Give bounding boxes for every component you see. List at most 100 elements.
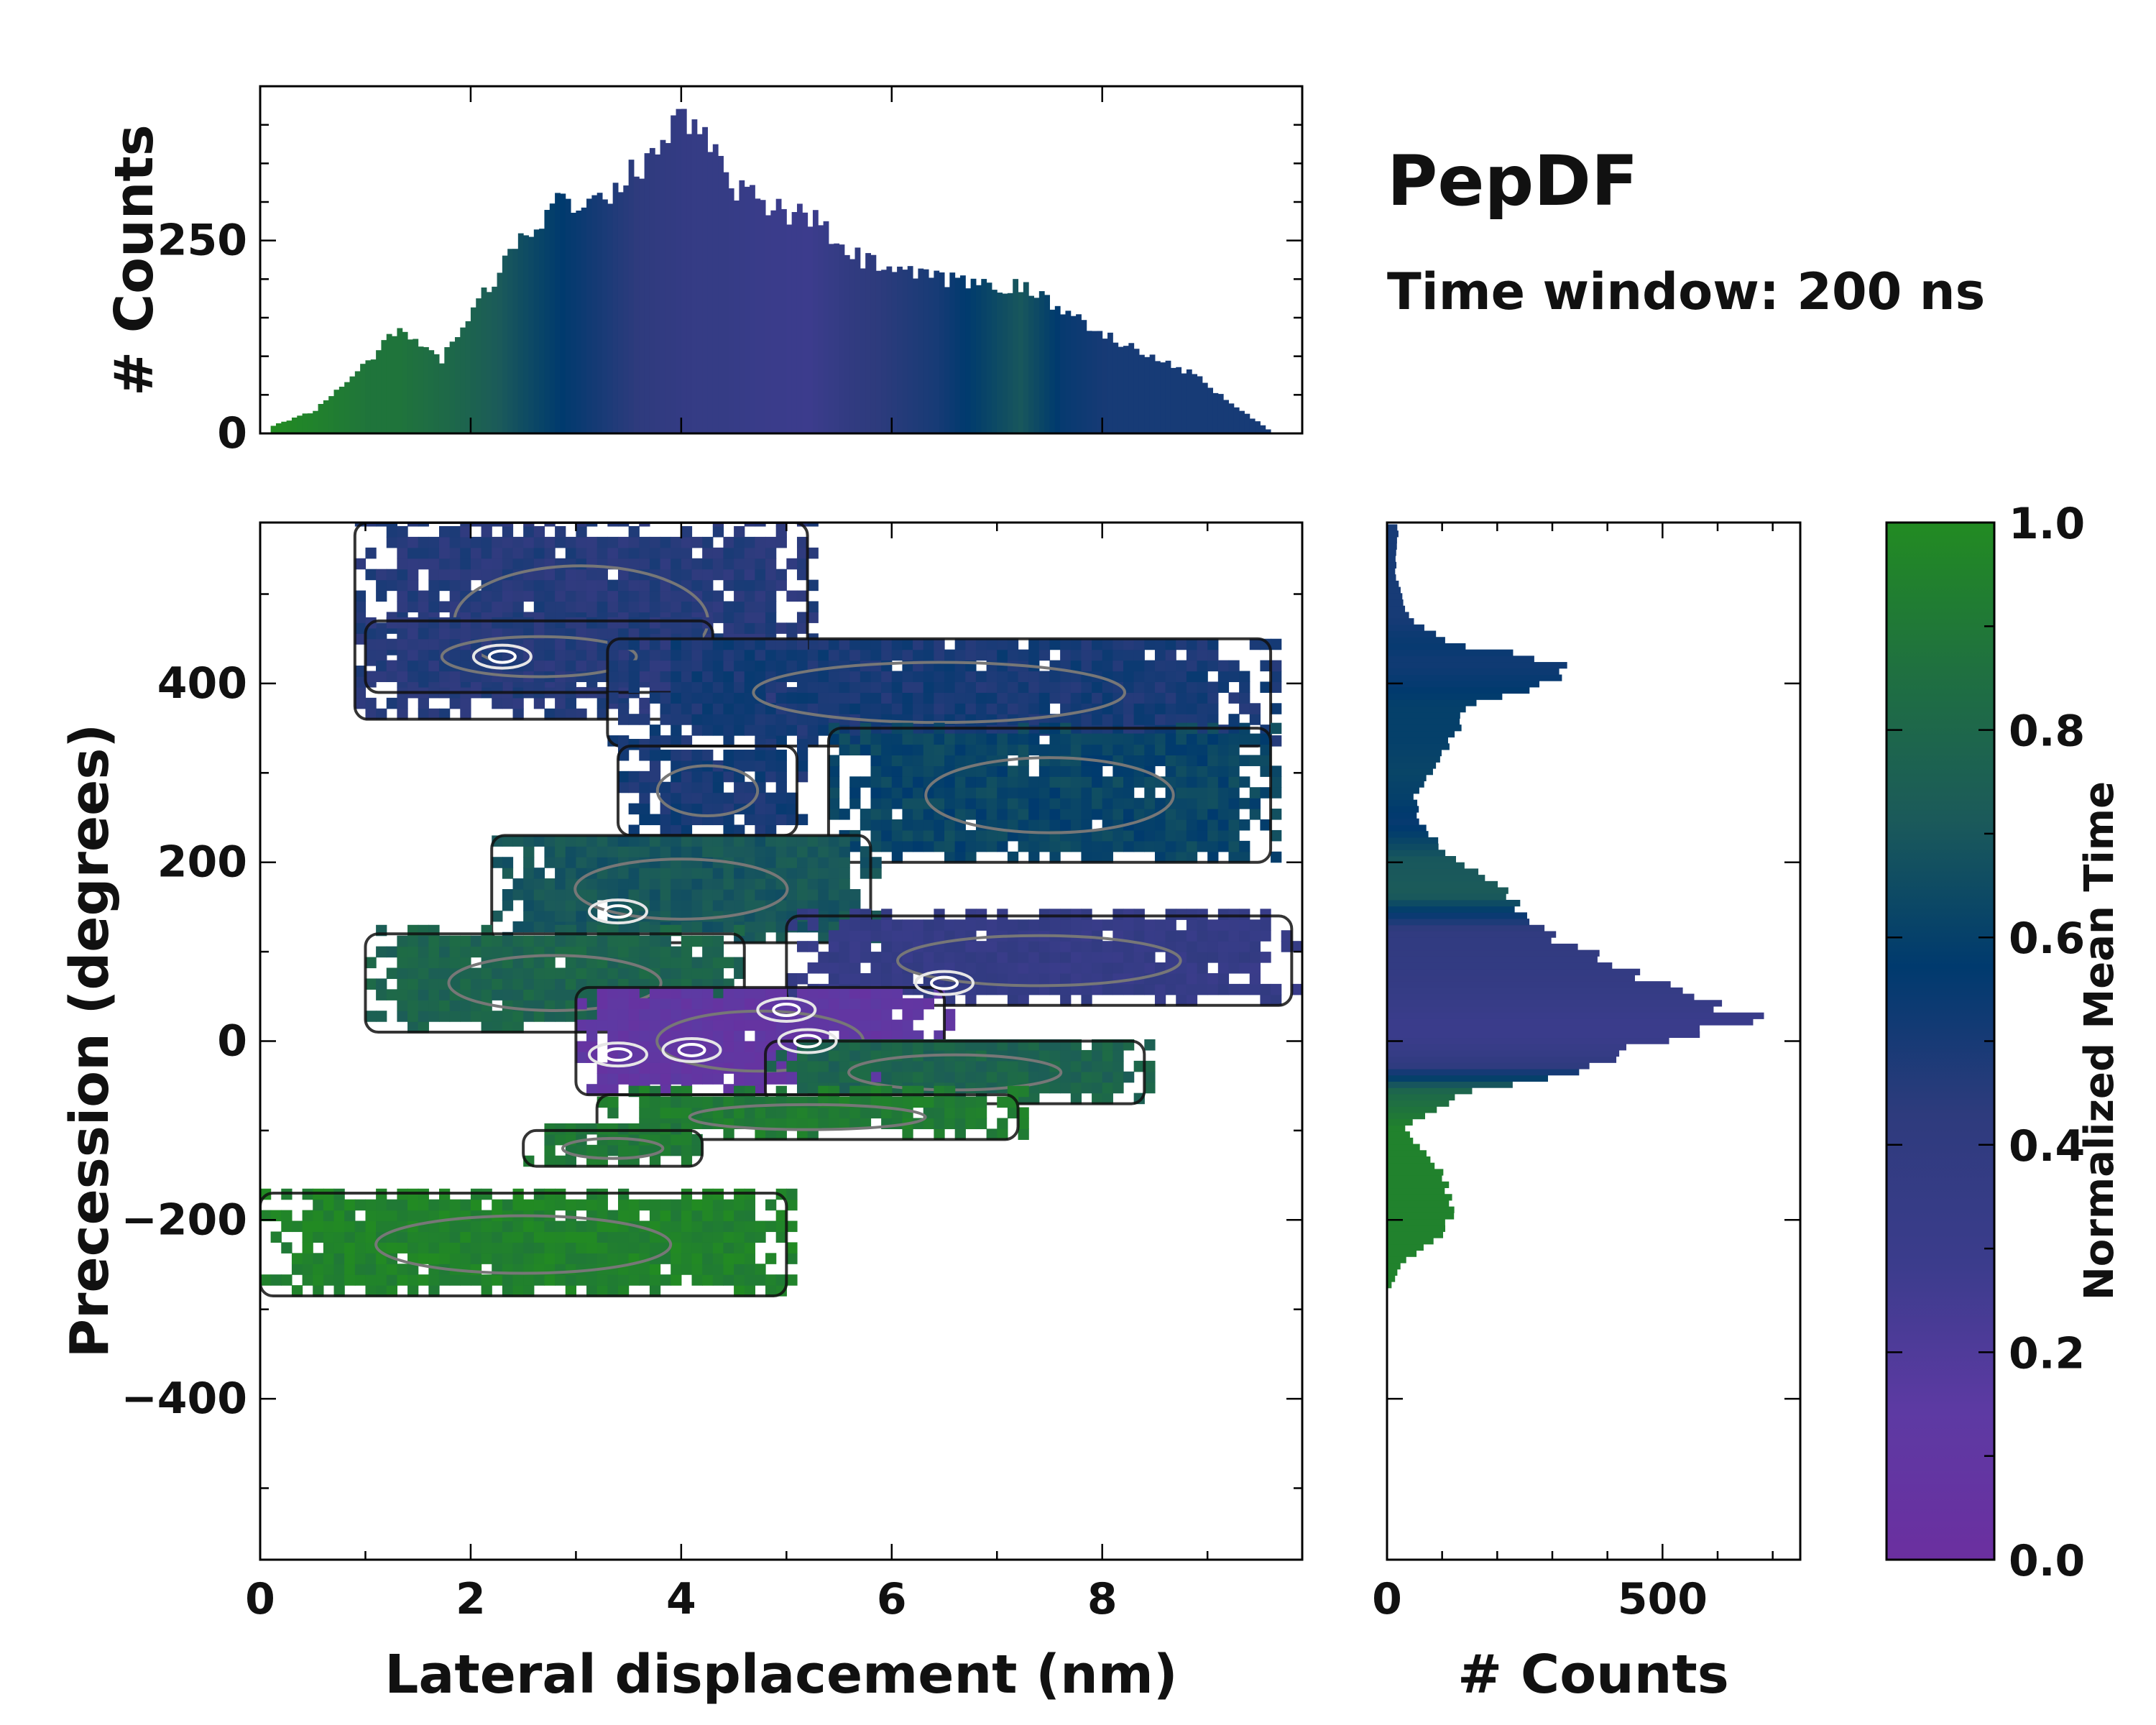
hist-cell bbox=[1207, 930, 1219, 942]
hist-cell bbox=[723, 1220, 734, 1233]
colorbar-tick-label: 0.8 bbox=[2009, 707, 2085, 757]
top-y-tick-label: 0 bbox=[217, 408, 247, 459]
hist-cell bbox=[786, 1052, 798, 1063]
hist-cell bbox=[354, 1242, 367, 1254]
hist-cell bbox=[975, 681, 987, 693]
hist-cell bbox=[1007, 776, 1019, 788]
hist-cell bbox=[1133, 798, 1145, 809]
hist-cell bbox=[386, 536, 398, 548]
hist-cell bbox=[376, 978, 387, 990]
hist-cell bbox=[354, 1220, 367, 1233]
hist-cell bbox=[671, 946, 682, 958]
hist-cell bbox=[1165, 809, 1176, 820]
hist-cell bbox=[775, 910, 787, 922]
hist-cell bbox=[681, 781, 693, 794]
hist-cell bbox=[1018, 671, 1029, 683]
hist-cell bbox=[744, 932, 755, 944]
hist-cell bbox=[565, 910, 576, 922]
hist-cell bbox=[428, 660, 440, 672]
hist-cell bbox=[1070, 809, 1082, 820]
hist-cell bbox=[671, 714, 682, 725]
hist-cell bbox=[576, 921, 587, 933]
hist-cell bbox=[1186, 660, 1198, 672]
hist-cell bbox=[691, 749, 703, 761]
hist-cell bbox=[755, 1264, 766, 1275]
hist-cell bbox=[460, 671, 471, 683]
hist-cell bbox=[691, 601, 703, 612]
hist-cell bbox=[1144, 840, 1156, 852]
hist-cell bbox=[1070, 819, 1082, 831]
hist-cell bbox=[702, 1253, 714, 1264]
hist-cell bbox=[954, 809, 966, 820]
top-hist-bar bbox=[1128, 343, 1135, 433]
hist-cell bbox=[1239, 798, 1250, 809]
top-histogram-bars bbox=[270, 109, 1271, 433]
hist-cell bbox=[533, 1242, 545, 1254]
hist-cell bbox=[1186, 962, 1198, 974]
hist-cell bbox=[860, 857, 872, 868]
hist-cell bbox=[617, 1285, 630, 1297]
hist-cell bbox=[734, 622, 745, 634]
hist-cell bbox=[492, 617, 503, 629]
hist-cell bbox=[723, 1008, 734, 1021]
hist-cell bbox=[523, 1199, 535, 1211]
hist-cell bbox=[1112, 776, 1124, 788]
hist-cell bbox=[913, 776, 924, 788]
hist-cell bbox=[660, 649, 671, 661]
hist-cell bbox=[902, 972, 913, 985]
hist-cell bbox=[1102, 1092, 1113, 1105]
top-hist-bar bbox=[649, 147, 655, 433]
hist-cell bbox=[755, 1019, 766, 1031]
side-hist-bar bbox=[1387, 536, 1397, 544]
hist-cell bbox=[1217, 840, 1230, 852]
hist-cell bbox=[902, 787, 913, 799]
hist-cell bbox=[628, 770, 640, 783]
hist-cell bbox=[775, 1118, 787, 1130]
side-hist-bar bbox=[1387, 906, 1515, 913]
hist-cell bbox=[775, 1128, 787, 1140]
hist-cell bbox=[1112, 1082, 1124, 1094]
top-hist-bar bbox=[802, 212, 808, 433]
hist-cell bbox=[555, 525, 566, 538]
hist-cell bbox=[1070, 649, 1082, 661]
hist-cell bbox=[775, 724, 787, 736]
hist-cell bbox=[386, 1231, 398, 1243]
hist-cell bbox=[354, 666, 367, 677]
cluster-4 bbox=[616, 739, 808, 837]
top-hist-bar bbox=[354, 371, 361, 433]
top-hist-bar bbox=[492, 286, 498, 433]
hist-cell bbox=[1028, 744, 1040, 756]
hist-cell bbox=[1133, 952, 1145, 963]
hist-cell bbox=[965, 681, 977, 693]
hist-cell bbox=[744, 1107, 755, 1119]
hist-cell bbox=[544, 921, 556, 933]
hist-cell bbox=[860, 1118, 872, 1130]
top-hist-bar bbox=[944, 287, 950, 433]
hist-cell bbox=[1112, 840, 1124, 852]
hist-cell bbox=[870, 809, 882, 820]
hist-cell bbox=[849, 787, 861, 799]
hist-cell bbox=[660, 846, 671, 857]
hist-cell bbox=[744, 1264, 755, 1275]
hist-cell bbox=[576, 967, 587, 980]
top-hist-bar bbox=[360, 364, 366, 433]
hist-cell bbox=[870, 998, 882, 1010]
hist-cell bbox=[407, 1210, 419, 1222]
hist-cell bbox=[660, 703, 671, 714]
hist-cell bbox=[544, 978, 556, 990]
side-hist-bar bbox=[1387, 1175, 1442, 1182]
top-hist-bar bbox=[402, 331, 408, 433]
hist-cell bbox=[576, 846, 587, 857]
hist-cell bbox=[1239, 671, 1250, 683]
hist-cell bbox=[744, 1285, 755, 1297]
hist-cell bbox=[428, 601, 440, 612]
hist-cell bbox=[354, 697, 367, 709]
hist-cell bbox=[1007, 1060, 1019, 1072]
hist-cell bbox=[691, 792, 703, 804]
hist-cell bbox=[1102, 1071, 1113, 1083]
hist-cell bbox=[1028, 703, 1040, 714]
hist-cell bbox=[407, 1253, 419, 1264]
contour-inner bbox=[573, 857, 789, 921]
hist-cell bbox=[818, 724, 829, 736]
hist-cell bbox=[1271, 735, 1282, 747]
